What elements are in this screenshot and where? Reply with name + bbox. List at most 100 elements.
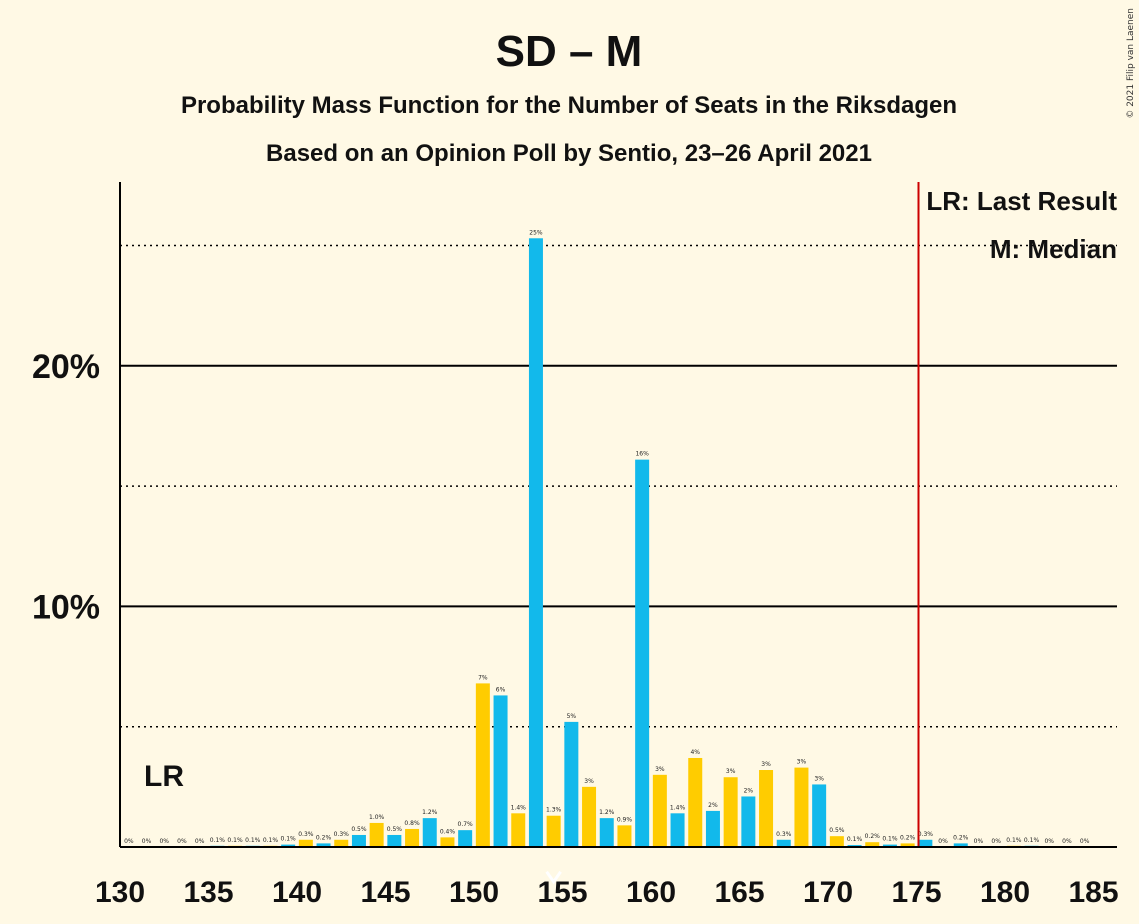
- bar-144: [351, 834, 366, 847]
- data-label-176: 0.3%: [918, 831, 934, 838]
- data-label-174: 0.1%: [882, 836, 898, 843]
- bar-167: [759, 770, 774, 847]
- y-tick-label-20: 20%: [32, 348, 100, 386]
- last-result-marker-label: LR: [144, 760, 184, 793]
- bar-178: [953, 843, 968, 847]
- bar-162: [670, 813, 685, 847]
- data-label-159: 0.9%: [617, 816, 633, 823]
- data-label-140: 0.1%: [281, 836, 297, 843]
- data-label-165: 3%: [726, 768, 736, 775]
- bar-154: [528, 238, 543, 848]
- bar-158: [599, 818, 614, 847]
- bar-168: [776, 839, 791, 847]
- copyright-notice: © 2021 Filip van Laenen: [1126, 8, 1136, 119]
- data-label-149: 0.4%: [440, 828, 456, 835]
- x-tick-label-185: 185: [1068, 876, 1118, 909]
- data-label-170: 3%: [814, 775, 824, 782]
- data-label-151: 7%: [478, 674, 488, 681]
- data-label-185: 0%: [1080, 838, 1090, 845]
- x-tick-label-175: 175: [891, 876, 941, 909]
- data-label-182: 0.1%: [1024, 837, 1040, 844]
- bars: [210, 238, 1039, 885]
- data-label-184: 0%: [1062, 838, 1072, 845]
- chart-title: SD – M: [496, 27, 643, 76]
- bar-160: [635, 459, 650, 847]
- bar-143: [334, 839, 349, 847]
- data-label-173: 0.2%: [865, 833, 881, 840]
- bar-173: [865, 842, 880, 847]
- bar-146: [387, 834, 402, 847]
- median-marker: [545, 870, 562, 885]
- data-labels: 0% 0% 0% 0% 0% 0.1% 0.1% 0.1% 0.1% 0.1%0.3%0.2%0.…: [124, 229, 1090, 845]
- axes: 130 135 140 145 150 155 160 165 170 175 180 185 10% 2…: [32, 182, 1119, 909]
- bar-164: [705, 810, 720, 847]
- bar-148: [422, 818, 437, 847]
- data-label-150: 0.7%: [458, 821, 474, 828]
- x-tick-label-135: 135: [183, 876, 233, 909]
- x-tick-label-140: 140: [272, 876, 322, 909]
- data-label-168: 0.3%: [776, 831, 792, 838]
- bar-169: [794, 767, 809, 847]
- bar-163: [688, 757, 703, 847]
- data-label-153: 1.4%: [511, 804, 527, 811]
- data-label-145: 1.0%: [369, 814, 385, 821]
- bar-141: [298, 839, 313, 847]
- bar-155: [546, 815, 561, 847]
- x-tick-label-145: 145: [360, 876, 410, 909]
- data-label-147: 0.8%: [404, 820, 420, 827]
- data-label-167: 3%: [761, 761, 771, 768]
- gridlines: [120, 244, 1117, 728]
- bar-170: [812, 784, 827, 847]
- x-tick-label-170: 170: [803, 876, 853, 909]
- bar-147: [405, 828, 420, 847]
- bar-161: [652, 774, 667, 847]
- data-label-144: 0.5%: [351, 826, 367, 833]
- data-label-132: 0%: [142, 838, 152, 845]
- bar-142: [316, 843, 331, 847]
- data-label-175: 0.2%: [900, 834, 916, 841]
- data-label-166: 2%: [744, 787, 754, 794]
- chart-subtitle: Probability Mass Function for the Number…: [181, 92, 957, 119]
- bar-157: [582, 786, 597, 847]
- x-tick-label-130: 130: [95, 876, 145, 909]
- data-label-143: 0.3%: [334, 831, 350, 838]
- data-label-181: 0.1%: [1006, 837, 1022, 844]
- data-label-134: 0%: [177, 838, 187, 845]
- data-label-135: 0%: [195, 838, 205, 845]
- bar-140: [281, 844, 296, 847]
- data-label-142: 0.2%: [316, 834, 332, 841]
- bar-150: [458, 830, 473, 847]
- bar-171: [829, 836, 844, 847]
- data-label-164: 2%: [708, 802, 718, 809]
- bar-152: [493, 695, 508, 847]
- bar-156: [564, 721, 579, 847]
- x-tick-label-155: 155: [537, 876, 587, 909]
- data-label-163: 4%: [690, 749, 700, 756]
- bar-165: [723, 777, 738, 847]
- bar-145: [369, 822, 384, 847]
- data-label-183: 0%: [1044, 838, 1054, 845]
- data-label-136: 0.1%: [210, 837, 226, 844]
- data-label-178: 0.2%: [953, 834, 969, 841]
- data-label-169: 3%: [797, 759, 807, 766]
- bar-175: [900, 843, 915, 847]
- data-label-180: 0%: [991, 838, 1001, 845]
- data-label-177: 0%: [938, 838, 948, 845]
- data-label-133: 0%: [159, 838, 169, 845]
- data-label-156: 5%: [567, 713, 577, 720]
- data-label-160: 16%: [635, 451, 649, 458]
- data-label-148: 1.2%: [422, 809, 438, 816]
- data-label-131: 0%: [124, 838, 134, 845]
- chart-source-line: Based on an Opinion Poll by Sentio, 23–2…: [266, 140, 872, 167]
- data-label-146: 0.5%: [387, 826, 403, 833]
- y-tick-label-10: 10%: [32, 588, 100, 626]
- bar-149: [440, 837, 455, 847]
- data-label-137: 0.1%: [227, 837, 243, 844]
- bar-151: [475, 683, 490, 847]
- data-label-161: 3%: [655, 766, 665, 773]
- data-label-179: 0%: [974, 838, 984, 845]
- data-label-158: 1.2%: [599, 809, 615, 816]
- legend-median: M: Median: [990, 234, 1117, 264]
